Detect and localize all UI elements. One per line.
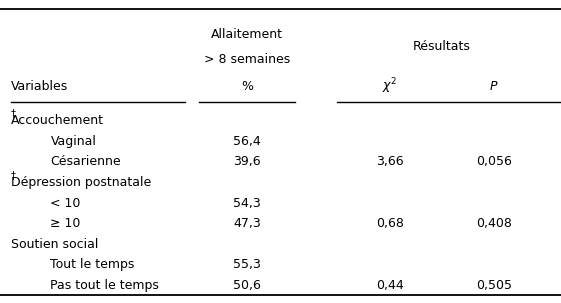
- Text: Allaitement: Allaitement: [211, 28, 283, 41]
- Text: > 8 semaines: > 8 semaines: [204, 53, 290, 65]
- Text: Résultats: Résultats: [413, 41, 471, 53]
- Text: Pas tout le temps: Pas tout le temps: [50, 279, 159, 292]
- Text: Variables: Variables: [11, 80, 68, 93]
- Text: 47,3: 47,3: [233, 217, 261, 230]
- Text: $\chi^2$: $\chi^2$: [383, 77, 397, 96]
- Text: Vaginal: Vaginal: [50, 135, 96, 148]
- Text: Accouchement: Accouchement: [11, 114, 104, 127]
- Text: 0,056: 0,056: [476, 155, 512, 168]
- Text: 54,3: 54,3: [233, 197, 261, 209]
- Text: Césarienne: Césarienne: [50, 155, 121, 168]
- Text: †: †: [11, 108, 16, 118]
- Text: 0,408: 0,408: [476, 217, 512, 230]
- Text: Dépression postnatale: Dépression postnatale: [11, 176, 151, 189]
- Text: 0,68: 0,68: [376, 217, 404, 230]
- Text: 0,44: 0,44: [376, 279, 404, 292]
- Text: †: †: [11, 170, 16, 180]
- Text: %: %: [241, 80, 253, 93]
- Text: $P$: $P$: [489, 80, 498, 93]
- Text: 56,4: 56,4: [233, 135, 261, 148]
- Text: Soutien social: Soutien social: [11, 238, 99, 251]
- Text: Tout le temps: Tout le temps: [50, 258, 135, 271]
- Text: < 10: < 10: [50, 197, 81, 209]
- Text: 0,505: 0,505: [476, 279, 512, 292]
- Text: 50,6: 50,6: [233, 279, 261, 292]
- Text: 39,6: 39,6: [233, 155, 261, 168]
- Text: 55,3: 55,3: [233, 258, 261, 271]
- Text: ≥ 10: ≥ 10: [50, 217, 81, 230]
- Text: 3,66: 3,66: [376, 155, 404, 168]
